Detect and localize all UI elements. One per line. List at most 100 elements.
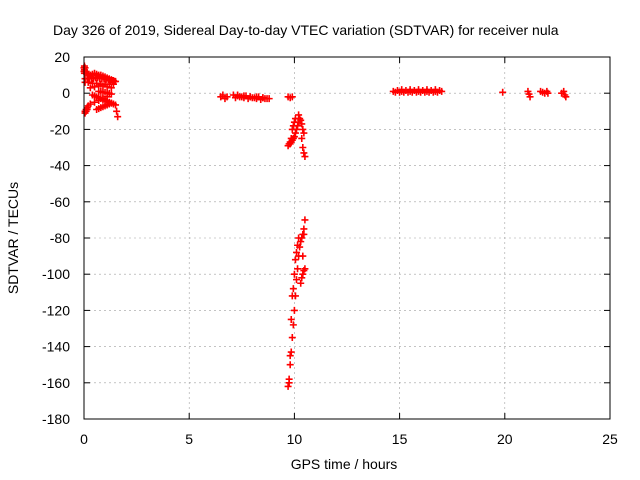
y-tick-label: -160	[42, 375, 70, 391]
x-axis-label: GPS time / hours	[291, 456, 398, 472]
y-tick-label: -20	[50, 121, 70, 137]
data-point	[438, 87, 446, 95]
data-point	[300, 149, 308, 157]
data-point	[301, 265, 309, 273]
data-point	[297, 238, 305, 246]
x-tick-label: 0	[80, 431, 88, 447]
data-point	[84, 78, 92, 86]
data-point	[286, 138, 294, 146]
data-point	[415, 86, 423, 94]
x-tick-label: 15	[392, 431, 408, 447]
data-point	[287, 315, 295, 323]
data-point	[294, 241, 302, 249]
data-point	[284, 382, 292, 390]
data-point	[99, 82, 107, 90]
x-tick-label: 5	[185, 431, 193, 447]
y-tick-label: -100	[42, 266, 70, 282]
data-point	[299, 270, 307, 278]
x-tick-labels: 0 5 10 15 20 25	[80, 431, 618, 447]
data-point	[301, 153, 309, 161]
x-tick-label: 25	[602, 431, 618, 447]
y-axis-label: SDTVAR / TECUs	[5, 182, 21, 294]
data-point	[109, 80, 117, 88]
data-point	[83, 105, 91, 113]
data-point	[291, 256, 299, 264]
data-point	[259, 94, 267, 102]
data-point	[253, 93, 261, 101]
data-point	[223, 93, 231, 101]
data-point	[113, 107, 121, 115]
data-point	[286, 361, 294, 369]
data-point	[91, 98, 99, 106]
data-point	[544, 89, 552, 97]
y-tick-label: 0	[62, 85, 70, 101]
grid-lines	[84, 57, 610, 419]
data-point	[219, 91, 227, 99]
data-point	[431, 86, 439, 94]
data-point	[499, 88, 507, 96]
data-point	[240, 92, 248, 100]
y-tick-labels: 20 0 -20 -40 -60 -80 -100 -120 -140 -160 -180	[42, 49, 70, 427]
data-point	[562, 93, 570, 101]
axis-ticks	[83, 56, 611, 420]
data-point	[289, 285, 297, 293]
data-point	[99, 95, 107, 103]
data-point	[286, 352, 294, 360]
data-point	[526, 93, 534, 101]
data-point	[288, 292, 296, 300]
plot-frame	[83, 56, 611, 420]
data-point	[289, 321, 297, 329]
data-point	[246, 93, 254, 101]
data-point	[300, 129, 308, 137]
chart-title: Day 326 of 2019, Sidereal Day-to-day VTE…	[53, 22, 559, 38]
data-point	[291, 115, 299, 123]
data-point	[265, 95, 273, 103]
data-point	[406, 86, 414, 94]
data-point	[297, 279, 305, 287]
data-point	[287, 134, 295, 142]
data-point	[91, 83, 99, 91]
data-point	[298, 120, 306, 128]
data-point	[297, 116, 305, 124]
data-point	[300, 230, 308, 238]
data-point	[299, 252, 307, 260]
data-point	[287, 348, 295, 356]
y-tick-label: -80	[50, 230, 70, 246]
y-tick-label: -120	[42, 302, 70, 318]
data-point	[301, 216, 309, 224]
data-point	[107, 90, 115, 98]
data-point	[95, 96, 103, 104]
data-point	[295, 234, 303, 242]
data-point	[103, 83, 111, 91]
data-point	[298, 274, 306, 282]
x-tick-label: 10	[287, 431, 303, 447]
data-point	[294, 265, 302, 273]
data-point	[295, 111, 303, 119]
data-point	[288, 93, 296, 101]
data-point	[299, 144, 307, 151]
y-tick-label: -60	[50, 194, 70, 210]
data-point	[299, 125, 307, 133]
data-point	[290, 270, 298, 278]
data-point	[86, 100, 94, 108]
x-tick-label: 20	[497, 431, 513, 447]
data-point	[112, 101, 120, 109]
y-tick-label: -40	[50, 158, 70, 174]
y-tick-label: -180	[42, 411, 70, 427]
data-point	[560, 87, 568, 95]
data-point	[290, 118, 298, 126]
data-point	[86, 84, 94, 92]
data-point	[285, 379, 293, 387]
y-tick-label: -140	[42, 339, 70, 355]
data-point	[293, 276, 301, 284]
data-point	[107, 84, 115, 92]
data-point	[293, 248, 301, 256]
data-point	[114, 113, 122, 121]
data-point	[398, 86, 406, 94]
y-tick-label: 20	[54, 49, 70, 65]
data-point	[107, 99, 115, 107]
data-points	[80, 62, 570, 390]
data-point	[234, 91, 242, 99]
data-point	[290, 306, 298, 314]
